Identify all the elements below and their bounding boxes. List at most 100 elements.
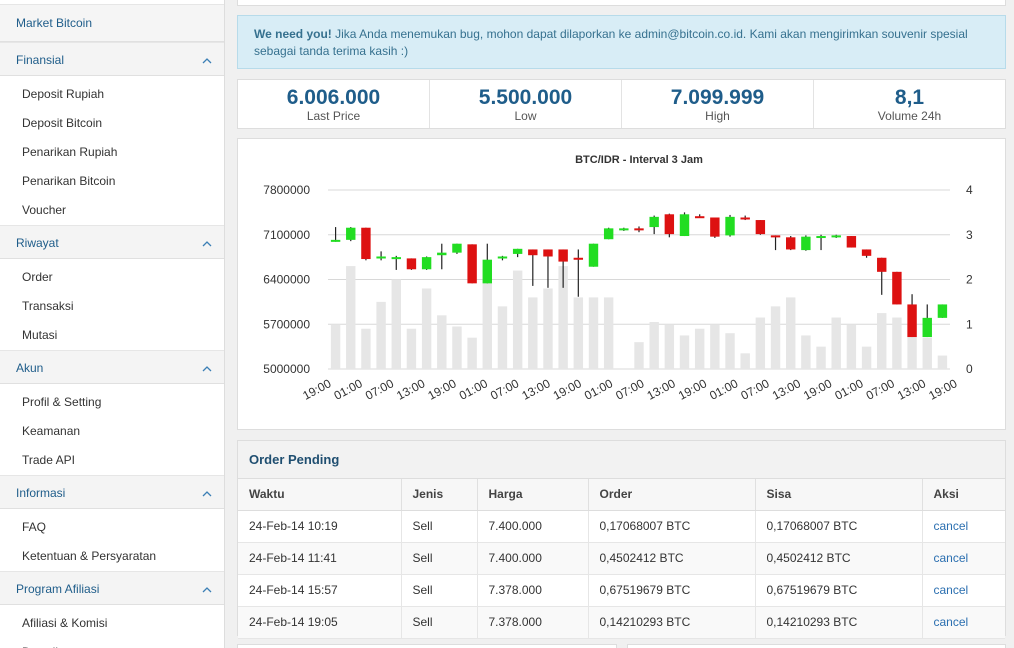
volume-bar xyxy=(816,346,826,369)
volume-bar xyxy=(907,324,917,369)
sidebar-group-finansial[interactable]: Finansial xyxy=(0,42,224,76)
chevron-up-icon[interactable] xyxy=(202,489,212,499)
sidebar-item-deposit-rupiah[interactable]: Deposit Rupiah xyxy=(0,80,224,109)
stat-label: Low xyxy=(514,109,537,123)
sidebar-item-faq[interactable]: FAQ xyxy=(0,513,224,542)
volume-bar xyxy=(573,297,584,369)
sidebar-group-label: Akun xyxy=(16,361,44,375)
cell-sisa: 0,4502412 BTC xyxy=(755,542,923,575)
cell-order: 0,67519679 BTC xyxy=(588,574,756,607)
cell-aksi: cancel xyxy=(922,542,1005,575)
sidebar-item-deposit-bitcoin[interactable]: Deposit Bitcoin xyxy=(0,109,224,138)
sidebar-group-label: Informasi xyxy=(16,486,66,500)
volume-bar xyxy=(421,288,432,369)
sidebar-group-akun[interactable]: Akun xyxy=(0,350,224,384)
sidebar: Market Bitcoin Finansial Deposit Rupiah De… xyxy=(0,0,225,648)
cell-jenis: Sell xyxy=(401,542,478,575)
table-row: 24-Feb-14 10:19 Sell 7.400.000 0,17068007 B… xyxy=(238,510,1005,543)
x-tick-label: 01:00 xyxy=(832,376,865,403)
stat-last-price: 6.006.000 Last Price xyxy=(238,80,430,128)
volume-bar xyxy=(391,279,401,369)
sidebar-item-voucher[interactable]: Voucher xyxy=(0,196,224,225)
order-rows: 24-Feb-14 10:19 Sell 7.400.000 0,17068007 B… xyxy=(238,510,1005,639)
cell-harga: 7.378.000 xyxy=(477,574,589,607)
candle-up xyxy=(679,214,690,237)
bottom-panel-left-edge xyxy=(237,644,617,648)
col-order: Order xyxy=(588,479,756,511)
cell-harga: 7.400.000 xyxy=(477,510,589,543)
volume-bar xyxy=(861,346,872,369)
candle-up xyxy=(452,243,462,253)
x-tick-label: 13:00 xyxy=(645,376,678,403)
x-tick-label: 07:00 xyxy=(739,376,772,403)
sidebar-item-penarikan-rupiah[interactable]: Penarikan Rupiah xyxy=(0,138,224,167)
chevron-up-icon[interactable] xyxy=(202,56,212,66)
x-tick-label: 13:00 xyxy=(519,376,552,403)
y2-tick-label: 3 xyxy=(966,228,973,242)
candle-up xyxy=(421,257,432,270)
price-chart: BTC/IDR - Interval 3 Jam 7800000 4 7100000 3… xyxy=(263,154,973,403)
candle-down xyxy=(755,220,766,235)
cancel-order-link[interactable]: cancel xyxy=(933,551,969,565)
candle-up xyxy=(346,227,356,240)
cancel-order-link[interactable]: cancel xyxy=(933,519,969,533)
chevron-up-icon[interactable] xyxy=(202,364,212,374)
volume-bar xyxy=(512,270,523,369)
sidebar-item-trade-api[interactable]: Trade API xyxy=(0,446,224,475)
volume-bar xyxy=(937,355,948,369)
cancel-order-link[interactable]: cancel xyxy=(933,615,969,629)
volume-bar xyxy=(831,317,841,369)
sidebar-group-label: Finansial xyxy=(16,53,65,67)
sidebar-group-label: Program Afiliasi xyxy=(16,582,100,596)
candle-up xyxy=(512,248,523,254)
candle-up xyxy=(922,317,932,338)
volume-bar xyxy=(846,324,857,369)
sidebar-group-riwayat[interactable]: Riwayat xyxy=(0,225,224,259)
cell-aksi: cancel xyxy=(922,574,1005,607)
y2-tick-label: 2 xyxy=(966,273,973,287)
candle-down xyxy=(907,304,917,338)
sidebar-group-program-afiliasi[interactable]: Program Afiliasi xyxy=(0,571,224,605)
col-harga: Harga xyxy=(477,479,589,511)
sidebar-item-transaksi[interactable]: Transaksi xyxy=(0,292,224,321)
candle-down xyxy=(528,249,538,256)
sidebar-item-profil-setting[interactable]: Profil & Setting xyxy=(0,388,224,417)
volume-bar xyxy=(482,266,492,369)
candle-down xyxy=(846,236,857,248)
volume-bar xyxy=(892,317,902,369)
volume-bar xyxy=(452,326,462,369)
sidebar-item-penarikan-bitcoin[interactable]: Penarikan Bitcoin xyxy=(0,167,224,196)
x-tick-label: 19:00 xyxy=(801,376,834,403)
x-tick-label: 07:00 xyxy=(864,376,897,403)
cell-waktu: 24-Feb-14 11:41 xyxy=(238,542,402,575)
sidebar-item-afiliasi-komisi[interactable]: Afiliasi & Komisi xyxy=(0,609,224,638)
cell-waktu: 24-Feb-14 19:05 xyxy=(238,606,402,639)
col-jenis: Jenis xyxy=(401,479,478,511)
cell-order: 0,4502412 BTC xyxy=(588,542,756,575)
volume-bar xyxy=(755,317,766,369)
candle-down xyxy=(664,214,675,235)
volume-bar xyxy=(679,335,690,369)
chevron-up-icon[interactable] xyxy=(202,585,212,595)
x-tick-label: 19:00 xyxy=(426,376,459,403)
candle-up xyxy=(619,228,629,231)
candle-down xyxy=(770,235,781,238)
sidebar-item-downline[interactable]: Downline xyxy=(0,638,224,648)
sidebar-group-informasi[interactable]: Informasi xyxy=(0,475,224,509)
volume-bar xyxy=(694,328,705,369)
sidebar-item-ketentuan-persyaratan[interactable]: Ketentuan & Persyaratan xyxy=(0,542,224,571)
candle-down xyxy=(406,258,417,270)
stat-low: 5.500.000 Low xyxy=(430,80,622,128)
sidebar-item-keamanan[interactable]: Keamanan xyxy=(0,417,224,446)
sidebar-item-mutasi[interactable]: Mutasi xyxy=(0,321,224,350)
x-tick-label: 07:00 xyxy=(363,376,396,403)
cancel-order-link[interactable]: cancel xyxy=(933,583,969,597)
candle-up xyxy=(482,259,492,284)
cell-jenis: Sell xyxy=(401,510,478,543)
sidebar-item-order[interactable]: Order xyxy=(0,263,224,292)
sidebar-market-bitcoin[interactable]: Market Bitcoin xyxy=(0,4,224,42)
y-tick-label: 5000000 xyxy=(263,362,310,376)
x-tick-label: 01:00 xyxy=(582,376,615,403)
chevron-up-icon[interactable] xyxy=(202,239,212,249)
volume-bar xyxy=(406,328,417,369)
